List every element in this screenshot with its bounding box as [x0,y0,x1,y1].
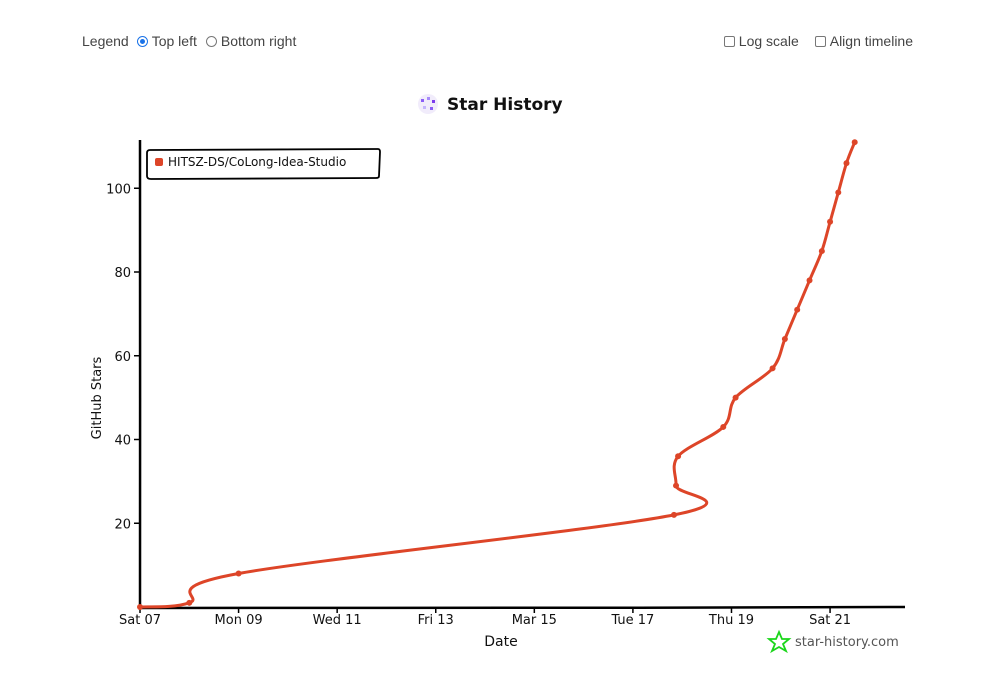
data-point[interactable] [720,423,727,430]
y-axis-ticks: 20 40 60 80 100 [106,182,140,532]
legend-label: Legend [82,33,129,49]
legend-top-left-label: Top left [151,33,197,49]
checkbox-icon[interactable] [814,35,826,47]
data-point[interactable] [769,365,776,372]
x-tick-label: Mon 09 [215,613,263,628]
x-tick-label: Mar 15 [512,613,557,628]
data-point[interactable] [732,394,739,401]
y-tick-label: 40 [114,434,131,449]
align-timeline-label: Align timeline [829,33,913,49]
star-history-chart: Star History 20 40 60 80 100 Sat 07 Mon 09 Wed… [0,80,1001,680]
data-point[interactable] [670,511,677,518]
chart-legend: HITSZ-DS/CoLong-Idea-Studio [146,148,381,180]
x-tick-label: Tue 17 [610,613,654,628]
log-scale-checkbox[interactable]: Log scale [723,33,799,49]
data-point[interactable] [781,336,788,342]
y-axis-line [138,139,142,609]
data-point[interactable] [806,277,813,284]
chart-title-group: Star History [418,94,563,115]
data-point[interactable] [818,248,825,255]
data-point[interactable] [675,453,682,460]
star-icon [766,629,792,654]
legend-position-group: Legend Top left Bottom right [82,33,296,49]
chart-svg: Star History 20 40 60 80 100 Sat 07 Mon 09 Wed… [90,94,906,654]
series-layer [137,139,858,610]
legend-bottom-right-radio[interactable]: Bottom right [205,33,297,49]
x-axis-label: Date [484,634,517,650]
x-axis-ticks: Sat 07 Mon 09 Wed 11 Fri 13 Mar 15 Tue 17 Thu … [119,607,851,628]
legend-top-left-radio[interactable]: Top left [136,33,197,49]
data-point[interactable] [835,189,842,196]
y-tick-label: 60 [114,350,131,365]
watermark: star-history.com [766,629,899,654]
x-tick-label: Fri 13 [418,613,454,628]
star-history-logo-icon [418,94,438,114]
chart-title: Star History [447,95,563,115]
data-point[interactable] [827,218,834,225]
data-point[interactable] [137,604,143,610]
log-scale-label: Log scale [738,33,799,49]
align-timeline-checkbox[interactable]: Align timeline [814,33,913,49]
legend-box [146,148,381,180]
x-tick-label: Sat 21 [809,613,851,628]
data-point[interactable] [186,599,193,606]
x-tick-label: Sat 07 [119,613,161,628]
y-tick-label: 100 [106,182,131,197]
chart-controls: Legend Top left Bottom right Log scale A… [82,31,913,51]
y-tick-label: 80 [114,266,131,281]
data-point[interactable] [794,306,801,313]
radio-selected-icon[interactable] [136,35,148,47]
data-point[interactable] [235,570,242,577]
checkbox-icon[interactable] [723,35,735,47]
series-line [138,140,857,609]
watermark-text: star-history.com [795,635,899,650]
data-point[interactable] [851,139,858,146]
radio-unselected-icon[interactable] [205,35,217,47]
x-tick-label: Wed 11 [313,613,362,628]
chart-options-group: Log scale Align timeline [716,33,913,49]
x-axis-line [139,605,906,610]
y-axis-label: GitHub Stars [90,356,105,439]
data-point[interactable] [843,160,850,167]
y-tick-label: 20 [114,517,131,532]
data-point[interactable] [673,482,680,489]
x-tick-label: Thu 19 [708,613,754,628]
legend-swatch [155,158,163,166]
legend-series-label: HITSZ-DS/CoLong-Idea-Studio [168,155,346,169]
legend-bottom-right-label: Bottom right [220,33,297,49]
